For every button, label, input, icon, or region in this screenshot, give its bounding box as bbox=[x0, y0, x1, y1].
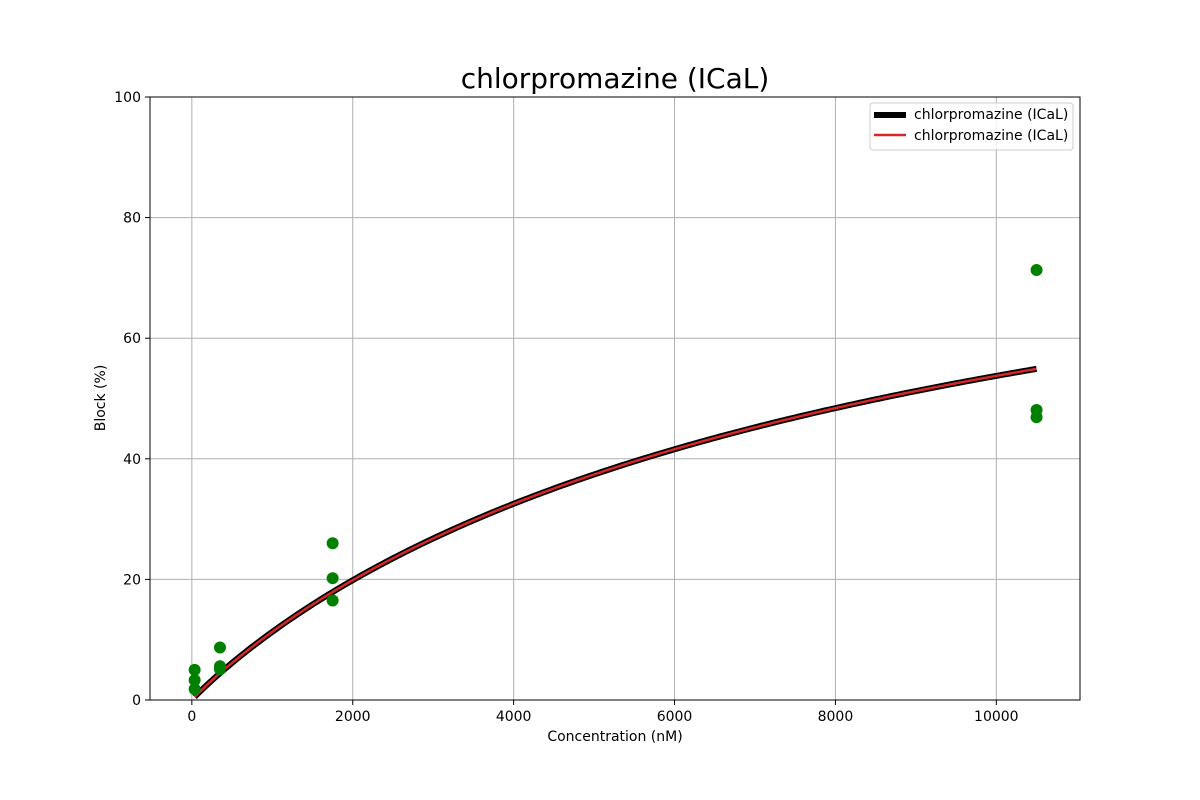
x-tick-label: 8000 bbox=[818, 709, 854, 725]
data-point bbox=[213, 663, 226, 676]
legend-label-red: chlorpromazine (ICaL) bbox=[914, 128, 1068, 144]
legend: chlorpromazine (ICaL) chlorpromazine (IC… bbox=[869, 102, 1074, 151]
data-point bbox=[326, 572, 339, 585]
lines-layer bbox=[192, 365, 1038, 700]
data-point bbox=[213, 641, 226, 654]
data-point bbox=[1030, 411, 1043, 424]
x-tick-label: 4000 bbox=[496, 709, 532, 725]
x-tick-label: 6000 bbox=[657, 709, 693, 725]
y-tick-label: 20 bbox=[123, 572, 141, 588]
y-tick-label: 60 bbox=[123, 331, 141, 347]
data-point bbox=[188, 683, 201, 696]
data-point bbox=[326, 537, 339, 550]
fit-curve-red bbox=[193, 367, 1037, 698]
chart-title: chlorpromazine (ICaL) bbox=[461, 62, 770, 95]
plot-frame bbox=[149, 96, 1081, 701]
x-tick-label: 10000 bbox=[974, 709, 1019, 725]
y-tick-label: 100 bbox=[114, 90, 141, 106]
data-point bbox=[188, 663, 201, 676]
legend-box bbox=[869, 102, 1074, 151]
y-axis-label: Block (%) bbox=[93, 365, 109, 432]
y-tick-label: 0 bbox=[132, 693, 141, 709]
data-point bbox=[326, 594, 339, 607]
ticks-layer: 0 2000 4000 6000 8000 10000 0 20 40 60 80 100 bbox=[114, 90, 1018, 725]
x-tick-label: 2000 bbox=[335, 709, 371, 725]
legend-label-black: chlorpromazine (ICaL) bbox=[914, 107, 1068, 123]
y-tick-label: 40 bbox=[123, 452, 141, 468]
x-tick-label: 0 bbox=[187, 709, 196, 725]
grid-layer bbox=[150, 96, 1080, 701]
points-layer bbox=[188, 264, 1043, 696]
y-tick-label: 80 bbox=[123, 211, 141, 227]
data-point bbox=[1030, 264, 1043, 277]
x-axis-label: Concentration (nM) bbox=[547, 729, 682, 745]
data-point bbox=[188, 674, 201, 687]
